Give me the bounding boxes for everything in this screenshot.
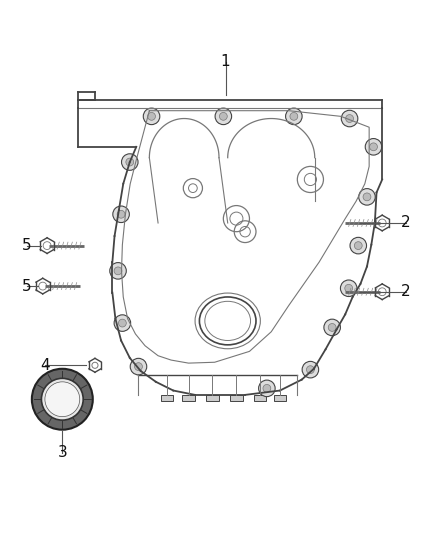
- Circle shape: [148, 112, 155, 120]
- Circle shape: [143, 108, 160, 125]
- Bar: [183, 395, 194, 400]
- Circle shape: [346, 115, 353, 123]
- Text: 5: 5: [22, 279, 32, 294]
- Bar: [161, 395, 173, 400]
- Text: 2: 2: [401, 284, 411, 299]
- Circle shape: [286, 108, 302, 125]
- Circle shape: [114, 315, 131, 332]
- Circle shape: [110, 263, 126, 279]
- Bar: [254, 395, 266, 400]
- Circle shape: [324, 319, 340, 336]
- Text: 1: 1: [221, 54, 230, 69]
- Bar: [206, 395, 219, 400]
- Bar: [274, 395, 286, 400]
- Circle shape: [121, 154, 138, 171]
- Circle shape: [134, 362, 142, 370]
- Circle shape: [365, 139, 382, 155]
- Circle shape: [258, 380, 275, 397]
- Circle shape: [113, 206, 129, 223]
- Text: 4: 4: [40, 358, 50, 373]
- Circle shape: [126, 158, 134, 166]
- Circle shape: [345, 284, 353, 292]
- Circle shape: [354, 241, 362, 249]
- Circle shape: [328, 324, 336, 332]
- Circle shape: [363, 193, 371, 201]
- Circle shape: [370, 143, 378, 151]
- Circle shape: [350, 237, 367, 254]
- Circle shape: [359, 189, 375, 205]
- Circle shape: [341, 110, 358, 127]
- Circle shape: [215, 108, 232, 125]
- Circle shape: [32, 369, 93, 430]
- Circle shape: [340, 280, 357, 296]
- Circle shape: [42, 378, 83, 420]
- Circle shape: [117, 211, 125, 218]
- Circle shape: [219, 112, 227, 120]
- Circle shape: [307, 366, 314, 374]
- Circle shape: [118, 319, 126, 327]
- Circle shape: [263, 384, 271, 392]
- Bar: [230, 395, 243, 400]
- Circle shape: [114, 267, 122, 275]
- Text: 3: 3: [57, 445, 67, 461]
- Circle shape: [130, 358, 147, 375]
- Circle shape: [45, 382, 80, 417]
- Text: 2: 2: [401, 215, 411, 230]
- Circle shape: [290, 112, 298, 120]
- Text: 5: 5: [22, 238, 32, 253]
- Circle shape: [302, 361, 319, 378]
